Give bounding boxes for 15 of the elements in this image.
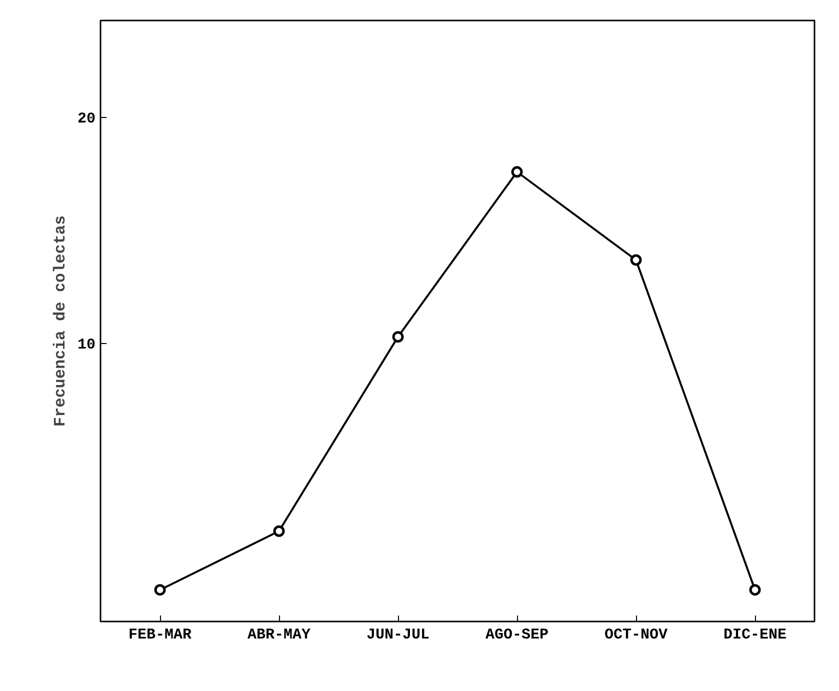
point — [154, 584, 166, 596]
point — [630, 254, 642, 266]
point — [392, 331, 404, 343]
x-tick-label: FEB-MAR — [128, 626, 192, 644]
x-tick-label: JUN-JUL — [366, 626, 430, 644]
point — [273, 525, 285, 537]
x-tick-label: DIC-ENE — [723, 626, 787, 644]
x-tick-label: ABR-MAY — [247, 626, 311, 644]
point — [511, 166, 523, 178]
y-tick-label: 20 — [77, 110, 96, 128]
y-axis-title: Frecuencia de colectas — [51, 215, 70, 427]
x-tick-label: OCT-NOV — [604, 626, 668, 644]
x-tick-label: AGO-SEP — [485, 626, 549, 644]
y-tick-label: 10 — [77, 336, 96, 354]
point — [749, 584, 761, 596]
